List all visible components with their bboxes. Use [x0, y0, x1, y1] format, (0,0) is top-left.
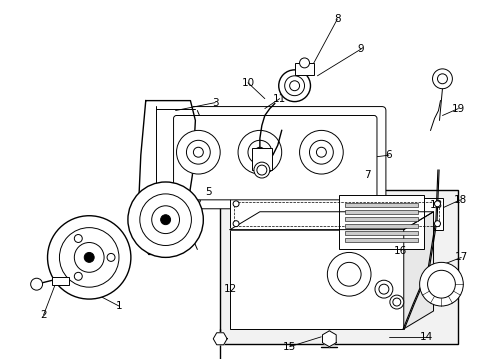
Circle shape [378, 284, 388, 294]
Circle shape [326, 252, 370, 296]
Text: 1: 1 [116, 301, 122, 311]
Bar [251, 148, 271, 170]
Circle shape [392, 298, 400, 306]
Circle shape [389, 295, 403, 309]
Circle shape [374, 280, 392, 298]
Text: 11: 11 [272, 94, 286, 104]
Text: 10: 10 [241, 78, 254, 88]
Circle shape [247, 140, 271, 164]
Circle shape [278, 70, 310, 102]
Bar [220, 190, 457, 344]
FancyBboxPatch shape [164, 107, 385, 209]
Circle shape [186, 140, 210, 164]
Text: 12: 12 [223, 284, 236, 294]
Circle shape [140, 194, 191, 246]
Bar [345, 224, 417, 228]
Polygon shape [322, 331, 336, 347]
Circle shape [437, 74, 447, 84]
Circle shape [253, 162, 269, 178]
Text: 8: 8 [333, 14, 340, 24]
Text: 15: 15 [283, 342, 296, 352]
Circle shape [193, 147, 203, 157]
Polygon shape [139, 100, 195, 255]
Text: 16: 16 [393, 247, 407, 256]
Circle shape [419, 262, 462, 306]
Circle shape [299, 58, 309, 68]
Text: 18: 18 [453, 195, 466, 205]
Circle shape [128, 182, 203, 257]
Circle shape [74, 234, 82, 243]
Text: 17: 17 [454, 252, 467, 262]
Circle shape [434, 201, 440, 207]
Circle shape [60, 228, 119, 287]
Circle shape [434, 221, 440, 227]
Circle shape [47, 216, 131, 299]
Text: 13: 13 [429, 200, 442, 210]
Circle shape [289, 81, 299, 91]
Bar [345, 231, 417, 235]
Circle shape [84, 252, 94, 262]
Text: 6: 6 [385, 150, 391, 160]
Text: 9: 9 [357, 44, 364, 54]
Circle shape [74, 243, 104, 272]
Bar [345, 238, 417, 242]
FancyBboxPatch shape [173, 116, 376, 200]
Circle shape [161, 215, 170, 225]
Circle shape [284, 76, 304, 96]
Circle shape [107, 253, 115, 261]
Polygon shape [403, 212, 433, 329]
Circle shape [254, 147, 264, 157]
Circle shape [256, 165, 266, 175]
Circle shape [309, 140, 333, 164]
Text: 14: 14 [419, 332, 432, 342]
Text: 4: 4 [266, 140, 273, 150]
Text: 19: 19 [451, 104, 464, 113]
Circle shape [337, 262, 360, 286]
Bar [345, 210, 417, 214]
Circle shape [176, 130, 220, 174]
Bar [345, 217, 417, 221]
Bar [51, 277, 69, 285]
Polygon shape [213, 333, 226, 345]
Bar [230, 230, 403, 329]
Circle shape [316, 147, 325, 157]
Bar [294, 63, 314, 75]
Circle shape [74, 272, 82, 280]
Circle shape [233, 201, 239, 207]
Text: 5: 5 [204, 187, 211, 197]
Circle shape [151, 206, 179, 234]
Bar [234, 202, 439, 226]
Text: 3: 3 [211, 98, 218, 108]
Circle shape [299, 130, 343, 174]
Circle shape [31, 278, 42, 290]
Circle shape [233, 221, 239, 227]
Bar [345, 203, 417, 207]
Text: 2: 2 [40, 310, 47, 320]
Text: 7: 7 [363, 170, 369, 180]
Circle shape [432, 69, 451, 89]
Bar [339, 195, 423, 249]
Polygon shape [230, 212, 433, 230]
Circle shape [427, 270, 454, 298]
Bar [230, 198, 443, 230]
Circle shape [238, 130, 281, 174]
